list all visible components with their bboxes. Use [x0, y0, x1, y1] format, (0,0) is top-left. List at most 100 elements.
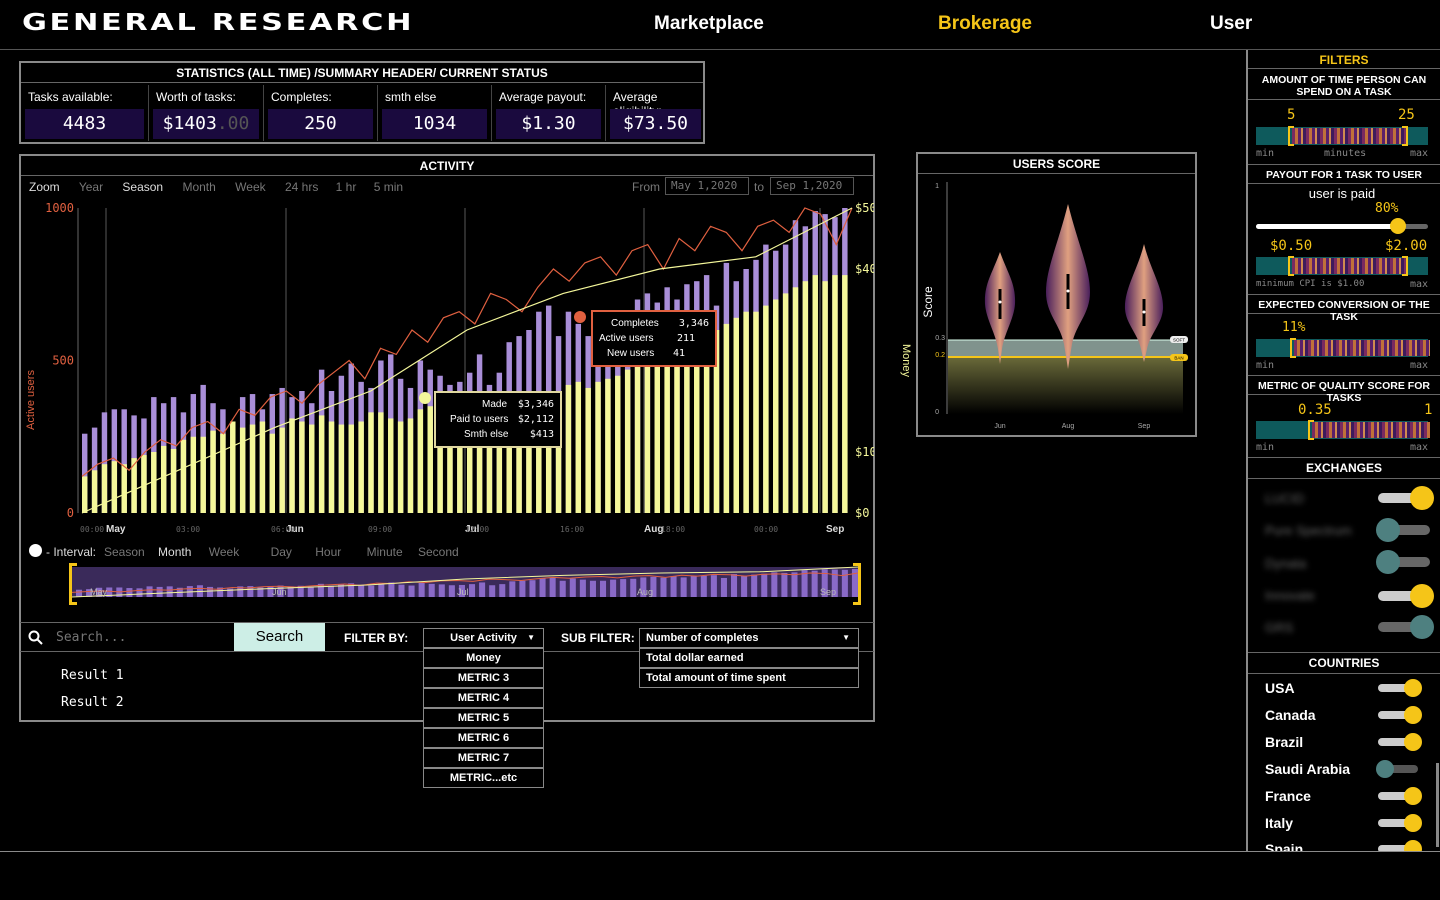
- interval-month[interactable]: Month: [158, 545, 192, 559]
- range-brush[interactable]: May Jun Jul Aug Sep: [69, 563, 861, 605]
- zoom-24hrs[interactable]: 24 hrs: [284, 180, 319, 194]
- country-toggle-usa[interactable]: [1378, 679, 1422, 697]
- soft-badge: [1170, 336, 1188, 343]
- mini-bar: [751, 574, 758, 597]
- violin-x-label: Aug: [1062, 423, 1075, 430]
- search-result[interactable]: Result 2: [61, 695, 124, 710]
- countries-scrollbar[interactable]: [1436, 763, 1439, 847]
- zoom-label: Zoom: [29, 180, 60, 194]
- zoom-5min[interactable]: 5 min: [373, 180, 404, 194]
- interval-minute[interactable]: Minute: [366, 545, 403, 559]
- conversion-heat-range[interactable]: [1294, 340, 1430, 356]
- bar-completes: [506, 409, 512, 513]
- logo[interactable]: GENERAL RESEARCH: [22, 10, 415, 36]
- quality-low-handle[interactable]: [1308, 420, 1314, 440]
- search-button[interactable]: Search: [234, 623, 325, 651]
- x-month-label: Aug: [644, 524, 663, 535]
- filter-option[interactable]: METRIC 4: [423, 688, 544, 708]
- zoom-1hr[interactable]: 1 hr: [335, 180, 357, 194]
- filter-option[interactable]: Money: [423, 648, 544, 668]
- mini-month-label: May: [90, 587, 108, 597]
- interval-day[interactable]: Day: [270, 545, 292, 559]
- payout-low-handle[interactable]: [1288, 256, 1294, 276]
- country-toggle-spain[interactable]: [1378, 840, 1422, 851]
- payout-percent-knob[interactable]: [1389, 218, 1406, 234]
- zoom-week[interactable]: Week: [235, 180, 266, 194]
- quality-heat-range[interactable]: [1312, 422, 1430, 438]
- trend-line: [81, 207, 853, 514]
- subfilter-option[interactable]: Total amount of time spent: [639, 668, 859, 688]
- mini-bar: [529, 580, 536, 597]
- mini-bar: [650, 576, 657, 597]
- payout-high-handle[interactable]: [1402, 256, 1408, 276]
- mini-bar: [499, 584, 506, 597]
- interval-options: Season Month Week Day Hour Minute Second: [104, 545, 459, 559]
- filter-dropdown[interactable]: User Activity ▼: [423, 628, 544, 648]
- y-tick-label: 1000: [45, 201, 74, 215]
- conversion-low-handle[interactable]: [1290, 338, 1296, 358]
- search-result[interactable]: Result 1: [61, 668, 124, 683]
- nav-marketplace[interactable]: Marketplace: [654, 13, 764, 34]
- zoom-month[interactable]: Month: [182, 180, 216, 194]
- mini-bar: [76, 589, 83, 597]
- filter-option[interactable]: METRIC 5: [423, 708, 544, 728]
- country-toggle-france[interactable]: [1378, 787, 1422, 805]
- tooltip-point-2[interactable]: [574, 311, 586, 323]
- y2-label-holder: Money: [895, 342, 919, 382]
- interval-hour[interactable]: Hour: [315, 545, 342, 559]
- country-toggle-brazil[interactable]: [1378, 733, 1422, 751]
- subfilter-dropdown[interactable]: Number of completes ▼: [639, 628, 859, 648]
- conversion-value: 11%: [1282, 320, 1306, 335]
- payout-heat-range[interactable]: [1292, 258, 1406, 274]
- filter-option[interactable]: METRIC 6: [423, 728, 544, 748]
- exchange-toggle-dynata[interactable]: [1376, 550, 1430, 574]
- time-low-handle[interactable]: [1288, 126, 1294, 146]
- interval-season[interactable]: Season: [104, 545, 145, 559]
- zoom-year[interactable]: Year: [78, 180, 104, 194]
- exchange-toggle-pure-spectrum[interactable]: [1376, 518, 1430, 542]
- violin-y-tick: 0.3: [935, 335, 945, 342]
- mini-bar: [831, 569, 838, 597]
- brush-right-handle[interactable]: [853, 563, 861, 605]
- country-toggle-canada[interactable]: [1378, 706, 1422, 724]
- bar-completes: [536, 397, 542, 513]
- to-date-input[interactable]: Sep 1,2020: [770, 177, 854, 195]
- filter-option[interactable]: METRIC 7: [423, 748, 544, 768]
- payout-percent-fill: [1256, 224, 1394, 229]
- toggle-knob: [1410, 584, 1434, 608]
- x-time-label: 16:00: [560, 525, 584, 534]
- interval-week[interactable]: Week: [208, 545, 240, 559]
- nav-user[interactable]: User: [1210, 13, 1253, 34]
- brush-left-handle[interactable]: [69, 563, 77, 605]
- max-label: max: [1410, 279, 1429, 290]
- country-toggle-italy[interactable]: [1378, 814, 1422, 832]
- country-toggle-saudi-arabia[interactable]: [1376, 760, 1418, 778]
- search-input[interactable]: [56, 627, 226, 647]
- bar-completes: [309, 424, 315, 513]
- interval-second[interactable]: Second: [417, 545, 459, 559]
- mini-chart: May Jun Jul Aug Sep: [71, 566, 859, 598]
- mini-bar: [156, 586, 163, 597]
- country-label: Saudi Arabia: [1265, 761, 1351, 777]
- subfilter-selected: Number of completes: [646, 632, 759, 644]
- bar-completes: [773, 299, 779, 513]
- countries-list[interactable]: [1248, 675, 1440, 851]
- nav-brokerage[interactable]: Brokerage: [938, 13, 1032, 34]
- from-date-input[interactable]: May 1,2020: [665, 177, 749, 195]
- bar-completes: [318, 415, 325, 513]
- exchange-toggle-innovate[interactable]: [1378, 584, 1434, 608]
- time-heat-range[interactable]: [1292, 128, 1406, 144]
- filter-option[interactable]: METRIC...etc: [423, 768, 544, 788]
- bar-completes: [447, 403, 453, 513]
- stat-value: 1034: [382, 109, 487, 139]
- filter-option[interactable]: METRIC 3: [423, 668, 544, 688]
- tooltip-point-1[interactable]: [419, 392, 431, 404]
- tooltip-key: New users: [607, 348, 655, 359]
- zoom-season[interactable]: Season: [122, 180, 164, 194]
- time-high-handle[interactable]: [1402, 126, 1408, 146]
- bar-completes: [526, 400, 532, 513]
- exchange-toggle-grs[interactable]: [1378, 615, 1434, 639]
- payout-percent-slider[interactable]: [1256, 218, 1428, 234]
- subfilter-option[interactable]: Total dollar earned: [639, 648, 859, 668]
- exchange-toggle-lucid[interactable]: [1378, 486, 1434, 510]
